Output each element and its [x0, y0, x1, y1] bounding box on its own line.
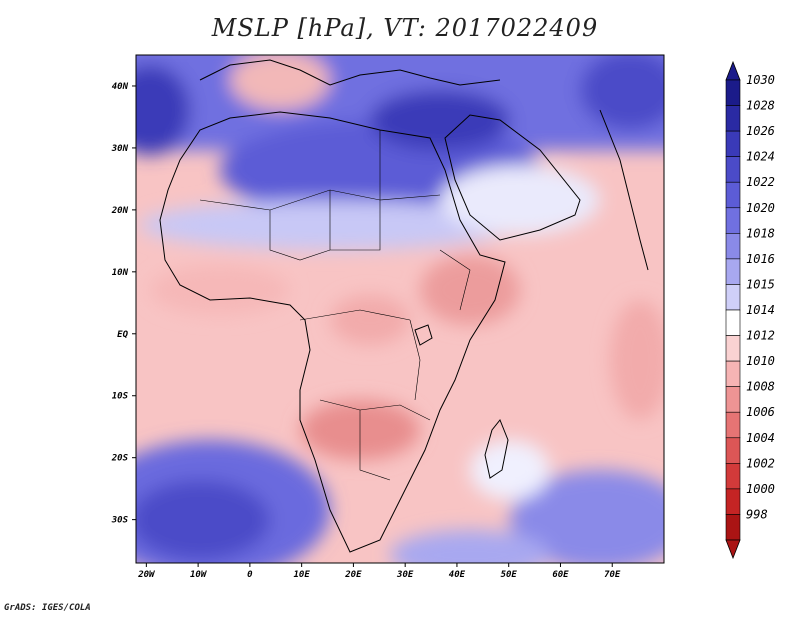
mediterranean-low [230, 55, 330, 110]
lon-tick-label: 60E [552, 570, 569, 580]
border [359, 410, 391, 481]
colorbar-label: 1006 [746, 405, 775, 419]
colorbar-label: 1000 [746, 482, 775, 496]
central-low [330, 295, 410, 345]
colorbar-bottom-arrow [725, 539, 741, 560]
lon-tick-label: 20E [344, 570, 362, 580]
india-coastline [599, 109, 649, 271]
east-high [580, 55, 664, 130]
border [329, 190, 381, 251]
colorbar-label: 1016 [746, 252, 775, 266]
colorbar-label: 1022 [746, 175, 775, 189]
lat-tick-label: 20S [111, 454, 129, 464]
madagascar-coastline [484, 419, 509, 479]
colorbar-swatch [725, 386, 741, 413]
colorbar-swatch [725, 437, 741, 464]
lake-victoria [414, 324, 433, 346]
lon-tick-label: 0 [247, 570, 253, 580]
colorbar-label: 1030 [746, 73, 775, 87]
colorbar-swatch [725, 79, 741, 106]
arabia-coastline [444, 114, 581, 241]
atlantic-high-north [136, 65, 190, 155]
pressure-field [136, 55, 664, 563]
colorbar-swatch [725, 258, 741, 285]
colorbar-label: 1010 [746, 354, 775, 368]
lat-tick-label: EQ [117, 330, 128, 340]
map-title: MSLP [hPa], VT: 2017022409 [211, 14, 599, 42]
lon-tick-label: 30E [396, 570, 414, 580]
credit-label: GrADS: IGES/COLA [4, 603, 91, 613]
colorbar-label: 1008 [746, 380, 775, 394]
border [319, 399, 431, 421]
lat-tick-label: 10N [112, 268, 129, 278]
lon-tick-label: 10E [294, 570, 311, 580]
colorbar-swatch [725, 411, 741, 439]
colorbar-label: 1004 [746, 431, 775, 445]
border [409, 319, 421, 401]
colorbar-label: 1015 [746, 277, 775, 291]
east-africa-low [420, 255, 520, 325]
lat-tick-label: 20N [111, 206, 129, 216]
colorbar-swatch [725, 181, 741, 209]
indian-low [610, 300, 664, 420]
colorbar-label: 1002 [746, 456, 775, 470]
lon-tick-label: 70E [604, 570, 621, 580]
longitude-axis: 20W 10W 0 10E 20E 30E 40E 50E 60E 70E [137, 563, 621, 580]
south-tip-high [390, 530, 550, 563]
colorbar: 1030 1028 1026 1024 1022 1020 1018 1016 1015 1014… [725, 60, 775, 560]
colorbar-swatch [725, 156, 741, 183]
colorbar-swatch [725, 488, 741, 515]
south-atlantic-high-core [136, 480, 270, 560]
colorbar-label: 1024 [746, 150, 775, 164]
plot-frame [135, 54, 665, 564]
colorbar-swatch [725, 284, 741, 311]
lon-tick-label: 40E [449, 570, 466, 580]
borders [199, 130, 471, 481]
madagascar-light [470, 440, 550, 500]
border [439, 249, 471, 311]
colorbar-top-arrow [725, 60, 741, 81]
lat-tick-label: 30N [111, 144, 129, 154]
levant-high-core [370, 90, 510, 150]
colorbar-swatch [725, 233, 741, 260]
lat-tick-label: 10S [112, 392, 129, 402]
colorbar-label: 1026 [746, 124, 775, 138]
colorbar-swatch [725, 335, 741, 362]
arabia-light [440, 165, 600, 235]
colorbar-label: 998 [746, 507, 768, 521]
border [299, 309, 411, 321]
colorbar-swatch [725, 360, 741, 387]
colorbar-label: 1020 [746, 201, 775, 215]
colorbar-swatch [725, 105, 741, 132]
lon-tick-label: 10W [190, 570, 208, 580]
colorbar-swatch [725, 463, 741, 490]
lon-tick-label: 20W [137, 570, 156, 580]
west-africa-low [150, 265, 290, 315]
europe-coastline [199, 59, 501, 86]
colorbar-label: 1028 [746, 99, 775, 113]
africa-coastline [159, 111, 506, 553]
border [269, 210, 331, 261]
colorbar-label: 1018 [746, 226, 775, 240]
lat-tick-label: 30S [111, 516, 129, 526]
colorbar-swatch [725, 130, 741, 157]
colorbar-swatch [725, 207, 741, 234]
lon-tick-label: 50E [501, 570, 518, 580]
colorbar-label: 1014 [746, 303, 775, 317]
lat-tick-label: 40N [112, 82, 129, 92]
colorbar-label: 1012 [746, 329, 775, 343]
colorbar-swatch [725, 309, 741, 336]
indian-ocean-high [510, 470, 664, 563]
coastlines [159, 59, 649, 553]
colorbar-swatch [725, 514, 741, 541]
latitude-axis: 40N 30N 20N 10N EQ 10S 20S 30S [111, 82, 136, 526]
